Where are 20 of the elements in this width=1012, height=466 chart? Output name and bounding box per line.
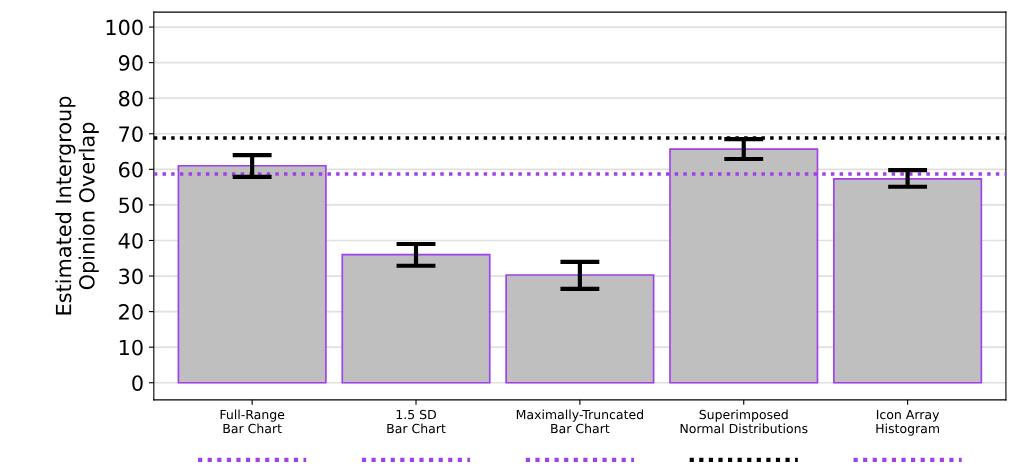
bar <box>341 253 491 384</box>
x-tick-label: Full-Range Bar Chart <box>220 409 285 434</box>
y-tick-label: 40 <box>118 232 143 249</box>
y-tick-label: 90 <box>118 55 143 71</box>
bar <box>505 274 655 384</box>
y-tick-label: 70 <box>119 126 143 142</box>
y-tick-label: 20 <box>119 304 143 320</box>
y-tick-label: 100 <box>106 19 143 36</box>
y-tick-label: 10 <box>119 339 143 356</box>
x-tick-label: Superimposed Normal Distributions <box>680 409 808 434</box>
x-tick-label: 1.5 SD Bar Chart <box>387 409 446 434</box>
bar <box>833 178 983 384</box>
x-tick-label: Maximally-Truncated Bar Chart <box>516 409 643 434</box>
y-tick-label: 30 <box>119 268 143 285</box>
y-tick-label: 0 <box>132 375 143 391</box>
y-tick-label: 60 <box>119 161 143 178</box>
y-tick-label: 50 <box>119 197 143 214</box>
x-tick-label: Icon Array Histogram <box>876 409 940 436</box>
y-axis-title: Estimated Intergroup Opinion Overlap <box>55 96 99 315</box>
y-tick-label: 80 <box>119 90 143 107</box>
